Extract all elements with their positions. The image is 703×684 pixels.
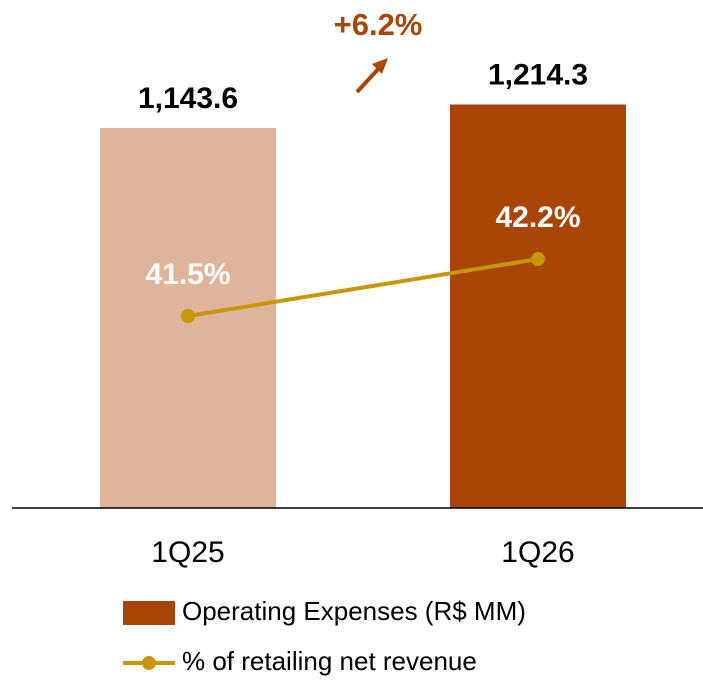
- legend-label: % of retailing net revenue: [182, 646, 477, 676]
- line-value-label: 41.5%: [145, 258, 230, 291]
- bar-value-label: 1,143.6: [138, 82, 238, 115]
- line-marker: [531, 252, 545, 267]
- x-tick-label: 1Q25: [151, 536, 224, 569]
- line: [187, 257, 539, 318]
- bar-value-label: 1,214.3: [488, 58, 588, 91]
- legend-swatch: [123, 601, 175, 625]
- legend-label: Operating Expenses (R$ MM): [182, 596, 526, 626]
- line-value-label: 42.2%: [495, 201, 580, 234]
- annotation-arrow: [355, 58, 388, 94]
- legend-swatch: [142, 656, 156, 670]
- annotation: +6.2%: [334, 7, 423, 42]
- line-marker: [181, 309, 195, 323]
- x-tick-label: 1Q26: [501, 536, 574, 569]
- bar: [450, 104, 626, 509]
